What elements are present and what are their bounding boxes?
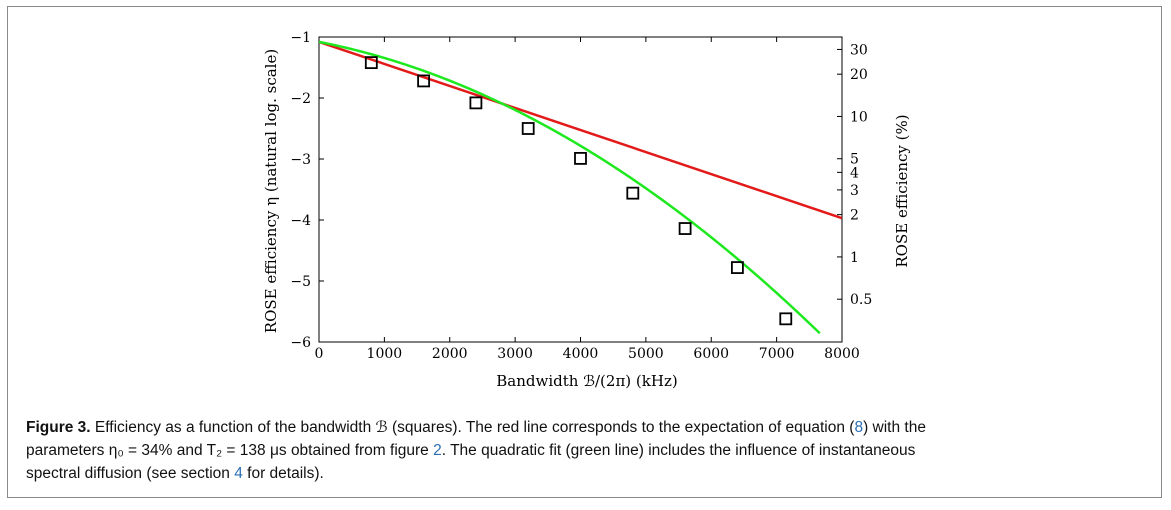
efficiency-chart: 0 1000 2000 3000 4000 5000 6000 7000 8000 −1 −2 −3 −… xyxy=(262,30,911,390)
caption-label: Figure 3. xyxy=(26,419,91,436)
data-point xyxy=(678,222,692,235)
caption-text-2: parameters η₀ = 34% and T₂ = 138 μs obta… xyxy=(26,442,434,459)
caption-text-1: Efficiency as a function of the bandwidt… xyxy=(90,419,855,436)
data-point xyxy=(574,151,587,165)
data-point xyxy=(364,56,378,70)
figure-link[interactable]: 2 xyxy=(433,442,442,459)
plot-area: 0 1000 2000 3000 4000 5000 6000 7000 8000 −1 −2 −3 −… xyxy=(290,30,872,362)
right-tick-label: 2 xyxy=(850,208,859,224)
x-tick-label: 6000 xyxy=(693,346,729,362)
figure-caption: Figure 3. Efficiency as a function of th… xyxy=(26,416,1146,485)
y-tick-label: −6 xyxy=(290,335,311,351)
y-tick-label: −2 xyxy=(290,91,311,107)
x-tick-label: 7000 xyxy=(759,346,795,362)
y-tick-label: −3 xyxy=(290,152,311,168)
x-tick-label: 3000 xyxy=(497,346,533,362)
x-tick-label: 5000 xyxy=(628,346,664,362)
right-tick-label: 4 xyxy=(850,165,859,181)
data-point xyxy=(731,261,744,274)
equation-link[interactable]: 8 xyxy=(854,419,864,436)
caption-line-3: spectral diffusion (see section 4 for de… xyxy=(26,462,1146,485)
y-axis-label: ROSE efficiency η (natural log. scale) xyxy=(262,49,280,333)
right-tick-label: 30 xyxy=(850,42,868,58)
x-tick-label: 8000 xyxy=(824,346,860,362)
right-tick-label: 10 xyxy=(850,109,868,125)
data-point xyxy=(521,122,535,135)
axes-box xyxy=(318,36,843,343)
data-point xyxy=(626,186,640,200)
x-tick-label: 1000 xyxy=(367,346,403,362)
caption-line-1: Figure 3. Efficiency as a function of th… xyxy=(26,416,1146,439)
caption-line-2: parameters η₀ = 34% and T₂ = 138 μs obta… xyxy=(26,439,1146,462)
y-tick-label: −1 xyxy=(290,30,311,46)
right-tick-label: 5 xyxy=(850,152,859,168)
caption-text-3: spectral diffusion (see section xyxy=(26,465,235,482)
section-link[interactable]: 4 xyxy=(234,465,243,482)
data-point xyxy=(469,96,483,110)
x-axis-label: Bandwidth ℬ/(2π) (kHz) xyxy=(496,372,677,390)
data-point xyxy=(779,312,793,326)
caption-text-3-end: for details). xyxy=(242,465,324,482)
right-tick-label: 20 xyxy=(850,67,868,83)
y-axis-right-label: ROSE efficiency (%) xyxy=(893,114,911,267)
y-tick-label: −4 xyxy=(290,213,311,229)
right-tick-label: 1 xyxy=(850,250,859,266)
figure-frame xyxy=(7,6,1162,498)
data-point xyxy=(417,74,431,88)
x-tick-label: 0 xyxy=(315,346,324,362)
caption-text-2-end: . The quadratic fit (green line) include… xyxy=(441,442,916,459)
right-tick-label: 0.5 xyxy=(850,292,872,308)
red-line-series xyxy=(319,40,842,220)
caption-text-1-end: ) with the xyxy=(863,419,926,436)
x-tick-label: 2000 xyxy=(432,346,468,362)
y-tick-label: −5 xyxy=(290,274,311,290)
right-tick-label: 3 xyxy=(850,183,859,199)
x-tick-label: 4000 xyxy=(563,346,599,362)
green-fit-series xyxy=(319,40,821,335)
